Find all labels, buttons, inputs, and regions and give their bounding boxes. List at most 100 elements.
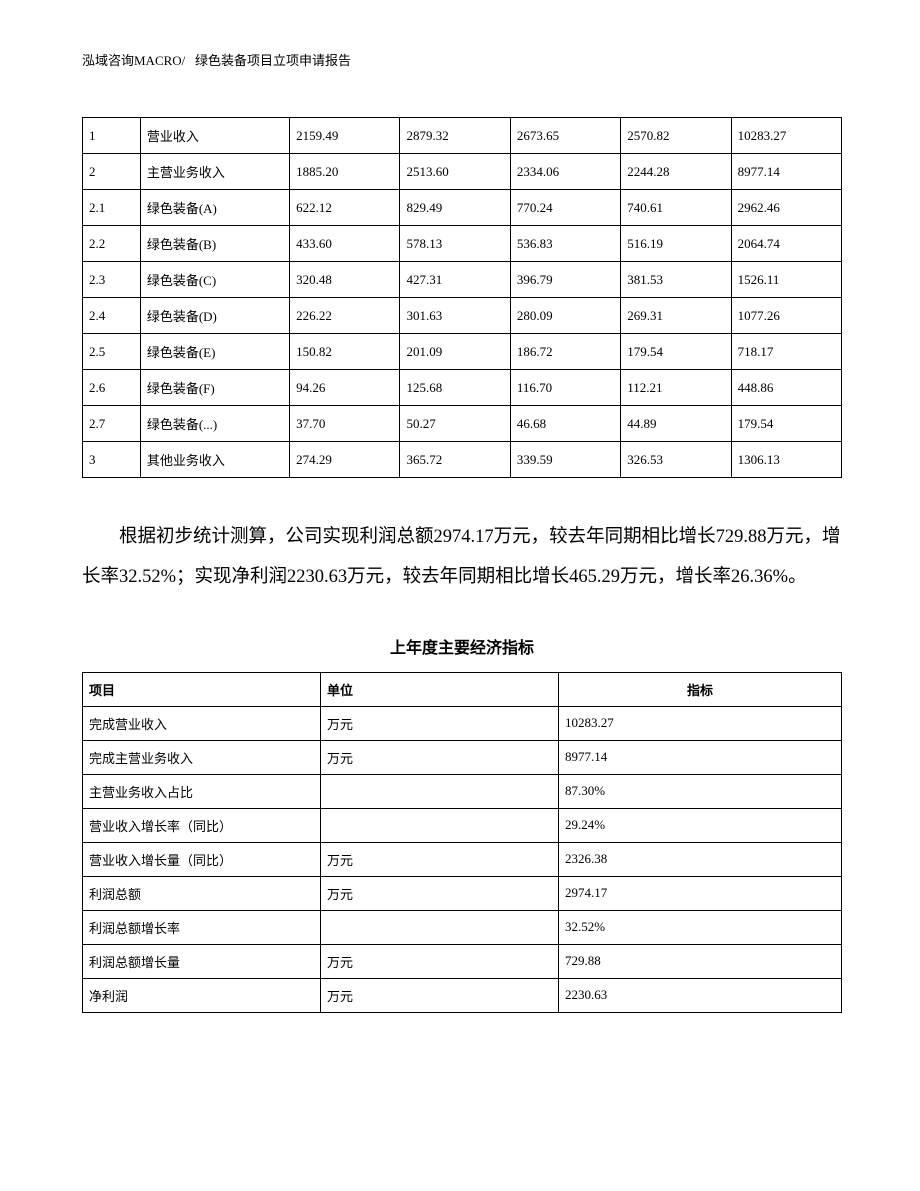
table-cell: 32.52%	[559, 910, 842, 944]
table-cell: 396.79	[510, 262, 620, 298]
table-cell: 201.09	[400, 334, 510, 370]
table-row: 2.1绿色装备(A)622.12829.49770.24740.612962.4…	[83, 190, 842, 226]
table-cell: 125.68	[400, 370, 510, 406]
table-cell: 1306.13	[731, 442, 841, 478]
table-row: 2.5绿色装备(E)150.82201.09186.72179.54718.17	[83, 334, 842, 370]
table-cell: 万元	[321, 740, 559, 774]
table-cell: 绿色装备(A)	[140, 190, 289, 226]
table-cell	[321, 910, 559, 944]
table-cell: 利润总额增长率	[83, 910, 321, 944]
table-row: 2主营业务收入1885.202513.602334.062244.288977.…	[83, 154, 842, 190]
table-cell: 301.63	[400, 298, 510, 334]
table-cell: 绿色装备(C)	[140, 262, 289, 298]
table-row: 营业收入增长率（同比）29.24%	[83, 808, 842, 842]
table-cell: 利润总额	[83, 876, 321, 910]
table-cell: 2159.49	[290, 118, 400, 154]
table-cell: 2.1	[83, 190, 141, 226]
table-cell: 1526.11	[731, 262, 841, 298]
table-cell: 2.6	[83, 370, 141, 406]
table-row: 3其他业务收入274.29365.72339.59326.531306.13	[83, 442, 842, 478]
table-cell: 365.72	[400, 442, 510, 478]
table-cell: 8977.14	[559, 740, 842, 774]
table-cell: 3	[83, 442, 141, 478]
table-cell: 2230.63	[559, 978, 842, 1012]
table-cell: 利润总额增长量	[83, 944, 321, 978]
table-cell: 448.86	[731, 370, 841, 406]
table-cell: 269.31	[621, 298, 731, 334]
table-cell: 516.19	[621, 226, 731, 262]
table-cell: 770.24	[510, 190, 620, 226]
table-cell	[321, 774, 559, 808]
table-row: 完成主营业务收入万元8977.14	[83, 740, 842, 774]
table-cell: 729.88	[559, 944, 842, 978]
table-cell: 2962.46	[731, 190, 841, 226]
table-cell: 94.26	[290, 370, 400, 406]
table-cell: 绿色装备(F)	[140, 370, 289, 406]
table-row: 1营业收入2159.492879.322673.652570.8210283.2…	[83, 118, 842, 154]
table-cell: 1885.20	[290, 154, 400, 190]
page-header: 泓域咨询MACRO/ 绿色装备项目立项申请报告	[82, 50, 842, 69]
table-cell: 339.59	[510, 442, 620, 478]
indicators-table: 项目 单位 指标 完成营业收入万元10283.27完成主营业务收入万元8977.…	[82, 672, 842, 1013]
table-row: 主营业务收入占比 87.30%	[83, 774, 842, 808]
table-cell: 绿色装备(D)	[140, 298, 289, 334]
table-cell: 万元	[321, 842, 559, 876]
header-company: 泓域咨询MACRO/	[82, 53, 185, 68]
table-cell: 万元	[321, 944, 559, 978]
table-cell: 10283.27	[731, 118, 841, 154]
table-cell: 112.21	[621, 370, 731, 406]
table-cell: 829.49	[400, 190, 510, 226]
col-header-item: 项目	[83, 672, 321, 706]
table-cell: 179.54	[731, 406, 841, 442]
table-cell: 2.2	[83, 226, 141, 262]
table-cell: 2.7	[83, 406, 141, 442]
table-cell: 44.89	[621, 406, 731, 442]
table-cell: 完成营业收入	[83, 706, 321, 740]
table-cell: 营业收入	[140, 118, 289, 154]
table-row: 利润总额增长率 32.52%	[83, 910, 842, 944]
table-row: 2.2绿色装备(B)433.60578.13536.83516.192064.7…	[83, 226, 842, 262]
table-cell: 万元	[321, 978, 559, 1012]
table-cell: 116.70	[510, 370, 620, 406]
table-cell: 2974.17	[559, 876, 842, 910]
table-row: 利润总额增长量万元729.88	[83, 944, 842, 978]
table-row: 完成营业收入万元10283.27	[83, 706, 842, 740]
table-cell: 绿色装备(...)	[140, 406, 289, 442]
header-title: 绿色装备项目立项申请报告	[195, 53, 351, 68]
col-header-unit: 单位	[321, 672, 559, 706]
table-cell: 326.53	[621, 442, 731, 478]
table-cell: 2570.82	[621, 118, 731, 154]
indicators-table-title: 上年度主要经济指标	[82, 634, 842, 658]
table-cell: 2064.74	[731, 226, 841, 262]
table-cell: 2673.65	[510, 118, 620, 154]
table-cell: 150.82	[290, 334, 400, 370]
table-cell: 274.29	[290, 442, 400, 478]
table-cell: 8977.14	[731, 154, 841, 190]
table-row: 2.7绿色装备(...)37.7050.2746.6844.89179.54	[83, 406, 842, 442]
table-cell: 其他业务收入	[140, 442, 289, 478]
table-cell: 578.13	[400, 226, 510, 262]
table-cell: 2.4	[83, 298, 141, 334]
table-row: 营业收入增长量（同比）万元2326.38	[83, 842, 842, 876]
table-cell: 营业收入增长量（同比）	[83, 842, 321, 876]
table-cell: 87.30%	[559, 774, 842, 808]
table-row: 净利润万元2230.63	[83, 978, 842, 1012]
table-cell: 营业收入增长率（同比）	[83, 808, 321, 842]
table-cell: 280.09	[510, 298, 620, 334]
table-cell: 主营业务收入	[140, 154, 289, 190]
table-cell: 2.5	[83, 334, 141, 370]
table-cell: 433.60	[290, 226, 400, 262]
table-cell: 740.61	[621, 190, 731, 226]
table-cell: 536.83	[510, 226, 620, 262]
revenue-table: 1营业收入2159.492879.322673.652570.8210283.2…	[82, 117, 842, 478]
table-cell: 主营业务收入占比	[83, 774, 321, 808]
table-row: 2.4绿色装备(D)226.22301.63280.09269.311077.2…	[83, 298, 842, 334]
table-cell: 绿色装备(E)	[140, 334, 289, 370]
table-cell: 1	[83, 118, 141, 154]
table-cell: 1077.26	[731, 298, 841, 334]
table-row: 利润总额万元2974.17	[83, 876, 842, 910]
table-cell: 427.31	[400, 262, 510, 298]
indicators-table-body: 完成营业收入万元10283.27完成主营业务收入万元8977.14主营业务收入占…	[83, 706, 842, 1012]
table-cell: 万元	[321, 706, 559, 740]
table-cell: 2326.38	[559, 842, 842, 876]
